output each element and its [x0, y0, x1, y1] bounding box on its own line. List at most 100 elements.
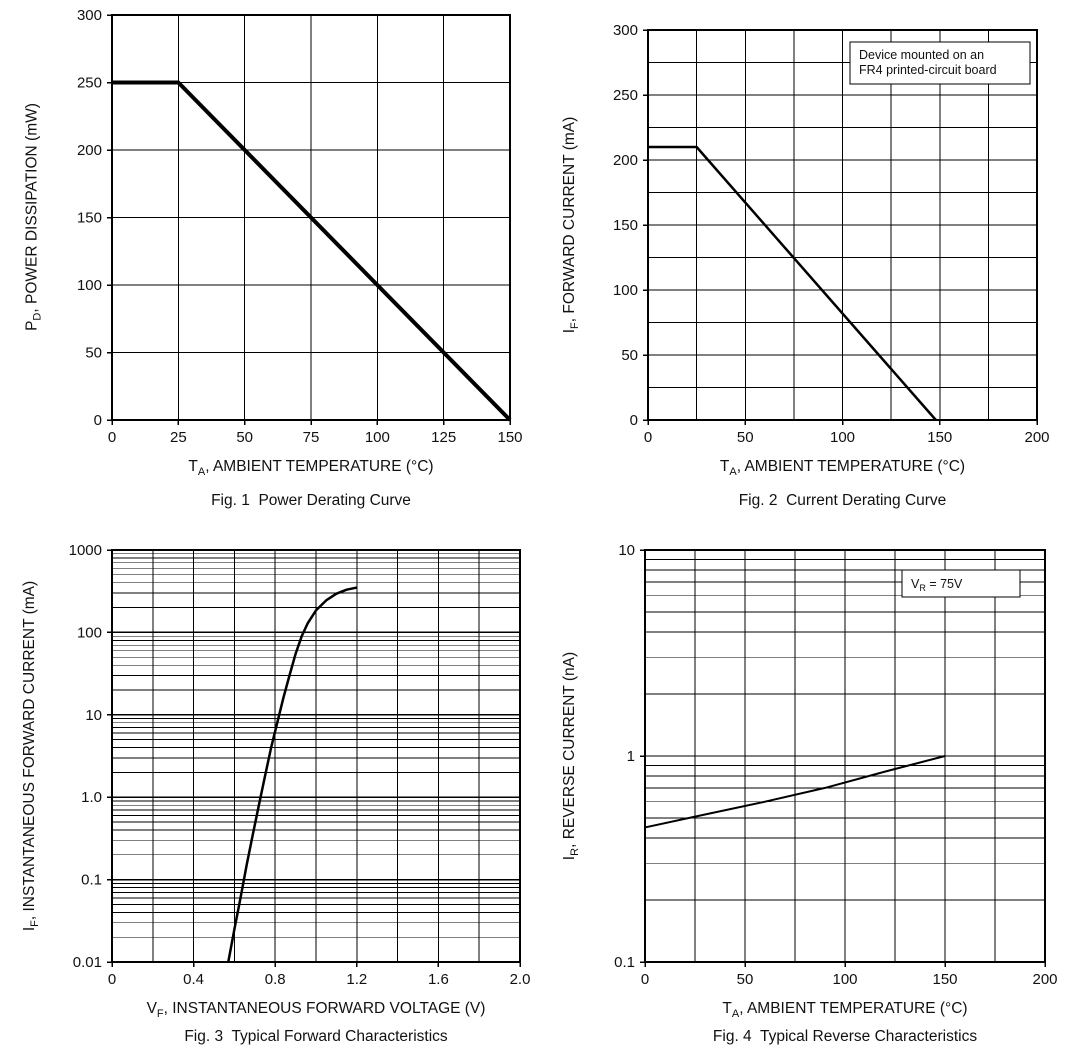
y-tick-label: 10 — [618, 542, 635, 559]
fig3-x-axis-label: VF, INSTANTANEOUS FORWARD VOLTAGE (V) — [112, 1000, 520, 1021]
fig1-power-derating-figure: 0 25 50 75 100 125 150 0 50 100 150 200 250 300 PD, P… — [0, 0, 540, 530]
fig3-plot-area: 0 0.4 0.8 1.2 1.6 2.0 1000 100 10 1.0 0.1 0.01 — [69, 542, 531, 988]
fig4-reverse-characteristics-figure: 0 50 100 150 200 10 1 0.1 VR = 75V IR, REVERSE C… — [540, 530, 1083, 1059]
fig4-x-symbol: T — [722, 1000, 732, 1017]
fig2-plot-area: 0 50 100 150 200 0 50 100 150 200 250 300 Device mou… — [613, 22, 1050, 446]
annotation-text: FR4 printed-circuit board — [859, 63, 997, 77]
forward-characteristic-curve — [227, 586, 358, 963]
fig3-y-text: , INSTANTANEOUS FORWARD CURRENT (mA) — [21, 580, 38, 921]
y-tick-label: 100 — [77, 277, 102, 294]
x-tick-label: 0 — [108, 429, 116, 446]
fig1-plot-area: 0 25 50 75 100 125 150 0 50 100 150 200 250 300 — [77, 7, 523, 446]
y-tick-label: 0.1 — [614, 954, 635, 971]
y-tick-label: 100 — [77, 624, 102, 641]
fig4-x-text: , AMBIENT TEMPERATURE (°C) — [739, 1000, 968, 1017]
x-tick-label: 50 — [737, 429, 754, 446]
fig2-x-subscript: A — [729, 466, 737, 479]
fig4-y-text: , REVERSE CURRENT (nA) — [561, 651, 578, 848]
annotation-box — [901, 569, 1021, 598]
y-tick-label: 0 — [630, 412, 638, 429]
fig2-y-symbol: I — [561, 328, 578, 334]
x-tick-label: 100 — [365, 429, 390, 446]
current-derating-curve — [648, 145, 937, 421]
y-tick-label: 1 — [627, 748, 635, 765]
x-tick-label: 0 — [644, 429, 652, 446]
x-tick-label: 150 — [497, 429, 522, 446]
y-tick-label: 0.01 — [73, 954, 102, 971]
annotation-text: Device mounted on an — [859, 48, 984, 62]
y-tick-label: 150 — [77, 210, 102, 227]
fig3-x-subscript: F — [156, 1008, 164, 1021]
x-tick-label: 2.0 — [510, 971, 531, 988]
x-tick-label: 0 — [641, 971, 649, 988]
x-tick-label: 200 — [1032, 971, 1057, 988]
fig1-x-text: , AMBIENT TEMPERATURE (°C) — [205, 458, 434, 475]
annotation-text: VR = 75V — [911, 577, 963, 593]
y-tick-label: 300 — [77, 7, 102, 24]
y-tick-label: 1000 — [69, 542, 102, 559]
y-tick-label: 250 — [77, 75, 102, 92]
x-tick-label: 100 — [832, 971, 857, 988]
fig2-y-text: , FORWARD CURRENT (mA) — [561, 116, 578, 323]
y-tick-label: 200 — [613, 152, 638, 169]
fig2-x-text: , AMBIENT TEMPERATURE (°C) — [736, 458, 966, 475]
fig1-y-symbol: P — [23, 320, 41, 331]
annotation-box — [849, 41, 1031, 85]
x-tick-label: 1.6 — [428, 971, 449, 988]
x-tick-label: 150 — [927, 429, 952, 446]
x-tick-label: 50 — [236, 429, 253, 446]
fig1-y-axis-label: PD, POWER DISSIPATION (mW) — [23, 15, 44, 420]
y-tick-label: 10 — [85, 707, 102, 724]
fig1-x-axis-label: TA, AMBIENT TEMPERATURE (°C) — [112, 458, 510, 479]
y-tick-label: 150 — [613, 217, 638, 234]
fig1-caption: Fig. 1 Power Derating Curve — [211, 492, 411, 509]
power-derating-curve — [112, 80, 512, 422]
reverse-current-curve — [644, 755, 946, 829]
fig4-plot-area: 0 50 100 150 200 10 1 0.1 VR = 75V — [614, 542, 1057, 988]
fig3-x-text: , INSTANTANEOUS FORWARD VOLTAGE (V) — [163, 1000, 486, 1017]
x-tick-label: 0.8 — [265, 971, 286, 988]
fig3-y-symbol: I — [21, 926, 38, 932]
x-tick-label: 100 — [830, 429, 855, 446]
x-tick-label: 50 — [737, 971, 754, 988]
fig2-current-derating-figure: 0 50 100 150 200 0 50 100 150 200 250 300 Device mou… — [540, 0, 1083, 530]
fig3-x-symbol: V — [146, 1000, 157, 1017]
fig1-x-symbol: T — [188, 458, 198, 475]
x-tick-label: 1.2 — [346, 971, 367, 988]
y-tick-label: 100 — [613, 282, 638, 299]
y-tick-label: 0 — [94, 412, 102, 429]
fig2-x-axis-label: TA, AMBIENT TEMPERATURE (°C) — [648, 458, 1037, 479]
y-tick-label: 250 — [613, 87, 638, 104]
fig4-x-axis-label: TA, AMBIENT TEMPERATURE (°C) — [645, 1000, 1045, 1021]
x-tick-label: 150 — [932, 971, 957, 988]
fig3-caption: Fig. 3 Typical Forward Characteristics — [184, 1028, 448, 1045]
x-tick-label: 75 — [303, 429, 320, 446]
y-tick-label: 1.0 — [81, 789, 102, 806]
fig4-x-subscript: A — [731, 1008, 740, 1021]
fig2-caption: Fig. 2 Current Derating Curve — [738, 492, 947, 509]
fig4-caption: Fig. 4 Typical Reverse Characteristics — [712, 1028, 978, 1045]
x-tick-label: 0 — [108, 971, 116, 988]
x-tick-label: 125 — [431, 429, 456, 446]
plot-border — [111, 549, 521, 963]
y-tick-label: 300 — [613, 22, 638, 39]
fig3-y-subscript: F — [29, 920, 42, 927]
y-tick-label: 0.1 — [81, 872, 102, 889]
fig1-x-subscript: A — [197, 466, 206, 479]
x-tick-label: 200 — [1024, 429, 1049, 446]
fig2-y-axis-label: IF, FORWARD CURRENT (mA) — [561, 30, 582, 420]
fig4-y-subscript: R — [569, 847, 582, 856]
y-tick-label: 50 — [621, 347, 638, 364]
fig3-y-axis-label: IF, INSTANTANEOUS FORWARD CURRENT (mA) — [21, 550, 42, 962]
y-tick-label: 50 — [85, 345, 102, 362]
fig4-y-symbol: I — [561, 855, 578, 861]
fig2-y-subscript: F — [569, 322, 582, 329]
y-tick-label: 200 — [77, 142, 102, 159]
fig3-forward-characteristics-figure: 0 0.4 0.8 1.2 1.6 2.0 1000 100 10 1.0 0.1 0.01 IF, … — [0, 530, 540, 1059]
fig4-y-axis-label: IR, REVERSE CURRENT (nA) — [561, 550, 582, 962]
fig1-y-subscript: D — [31, 312, 44, 321]
x-tick-label: 0.4 — [183, 971, 204, 988]
x-tick-label: 25 — [170, 429, 187, 446]
fig2-x-symbol: T — [719, 458, 730, 475]
